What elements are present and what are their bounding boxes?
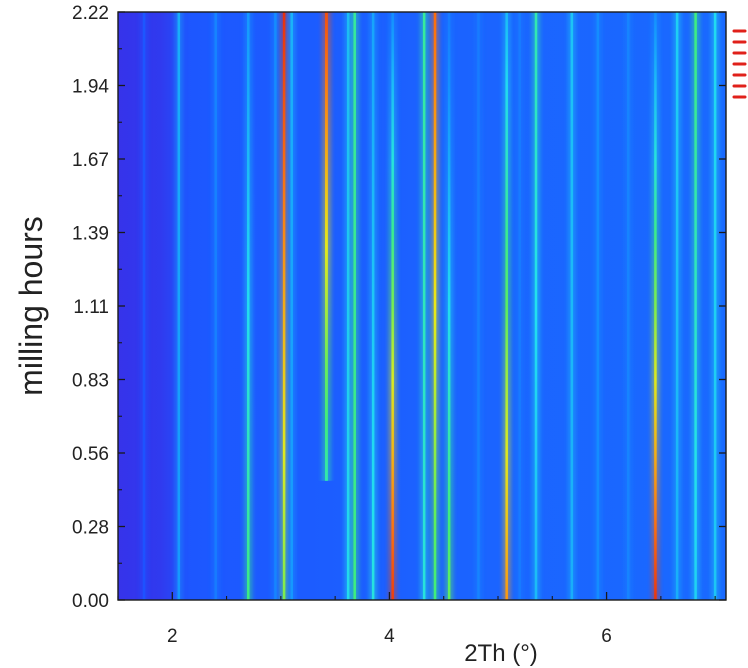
peak-band xyxy=(518,12,521,600)
peak-band xyxy=(447,12,451,600)
peak-band xyxy=(596,12,600,600)
y-axis: 0.00 0.28 0.56 0.83 1.11 1.39 1.67 1.94 2.22 xyxy=(72,3,726,612)
peak-band xyxy=(282,12,286,600)
y-tick-label: 0.00 xyxy=(72,591,109,612)
peak-band xyxy=(694,12,697,600)
y-tick-label: 2.22 xyxy=(72,3,109,24)
peak-band xyxy=(290,12,293,600)
peak-band xyxy=(627,12,630,600)
peak-band xyxy=(422,12,426,600)
peak-band xyxy=(654,12,657,600)
x-tick-label: 6 xyxy=(601,626,612,647)
y-tick-label: 0.56 xyxy=(72,444,109,465)
diffraction-peaks xyxy=(140,12,720,600)
y-tick-label: 0.83 xyxy=(72,371,109,392)
peak-band xyxy=(433,12,437,600)
peak-band xyxy=(570,12,574,600)
peak-band xyxy=(371,12,375,600)
peak-band xyxy=(142,12,146,600)
y-tick-label: 0.28 xyxy=(72,518,109,539)
peak-band xyxy=(713,12,717,600)
peak-band xyxy=(353,12,356,600)
peak-band xyxy=(325,12,328,481)
y-tick-label: 1.39 xyxy=(72,224,109,245)
peak-band xyxy=(274,12,277,600)
y-tick-label: 1.94 xyxy=(72,77,109,98)
y-tick-label: 1.67 xyxy=(72,150,109,171)
x-axis: 2 4 6 xyxy=(117,592,716,647)
peak-band xyxy=(346,12,350,600)
peak-band xyxy=(247,12,250,600)
peak-band xyxy=(505,12,508,600)
peak-band xyxy=(534,12,538,600)
x-axis-title: 2Th (°) xyxy=(464,640,538,667)
peak-band xyxy=(214,12,217,600)
plot-area xyxy=(118,12,726,600)
y-tick-label: 1.11 xyxy=(73,297,109,318)
x-tick-label: 4 xyxy=(384,626,395,647)
y-axis-title: milling hours xyxy=(13,216,49,396)
peak-band xyxy=(391,12,394,600)
peak-band xyxy=(675,12,679,600)
right-edge-markers xyxy=(732,29,747,99)
peak-band xyxy=(177,12,181,600)
peak-band xyxy=(477,12,480,600)
x-tick-label: 2 xyxy=(167,626,178,647)
